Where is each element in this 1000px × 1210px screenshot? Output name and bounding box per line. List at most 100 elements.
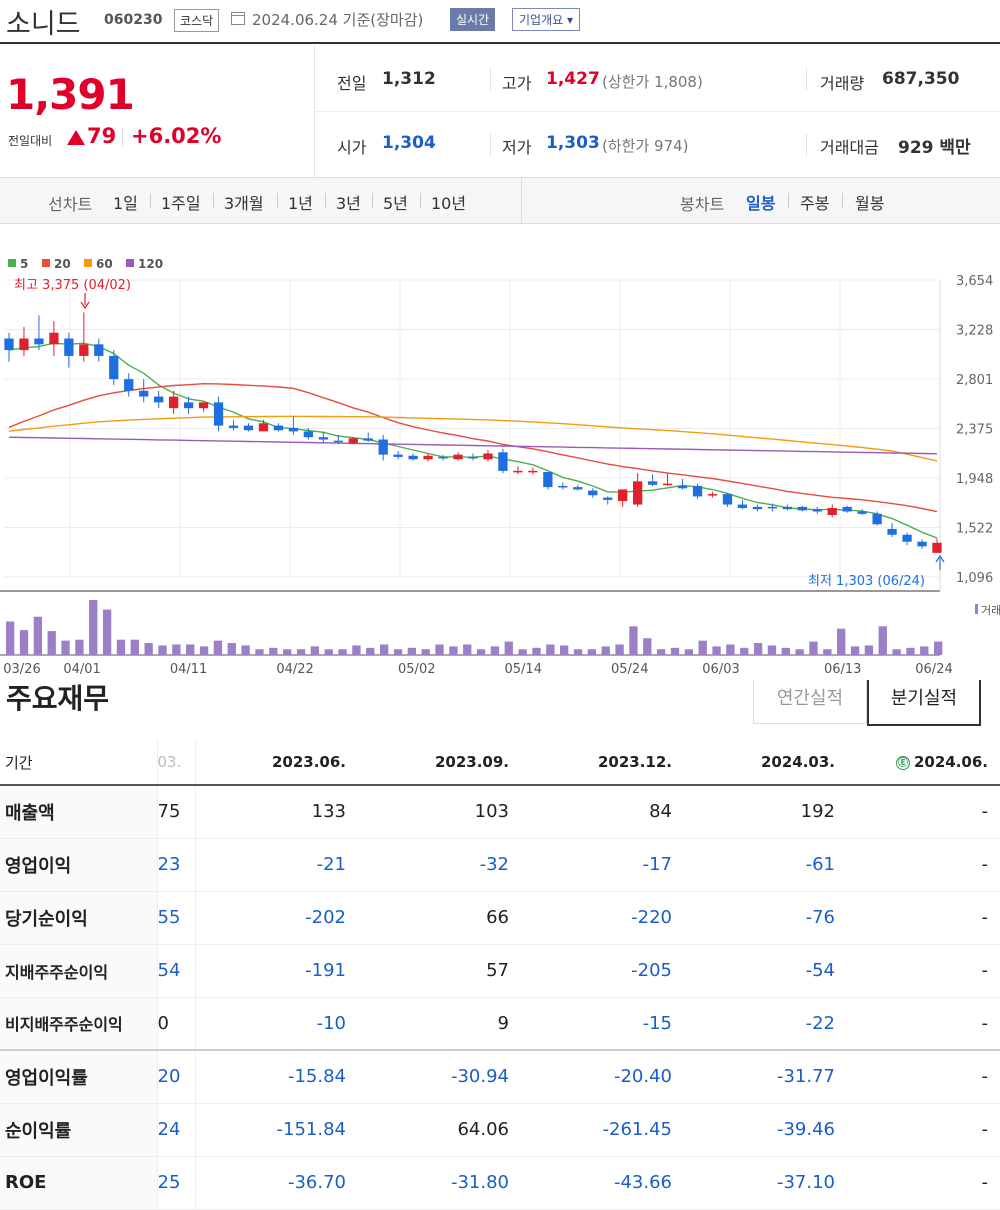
- table-cell: -191: [195, 944, 358, 998]
- divider: [842, 193, 843, 208]
- volume-bar: [352, 645, 361, 655]
- period-1w[interactable]: 1주일: [161, 194, 201, 213]
- volume-bar: [587, 649, 597, 655]
- candle-daily[interactable]: 일봉: [746, 194, 776, 213]
- candle-weekly[interactable]: 주봉: [800, 194, 830, 213]
- volume-bar: [89, 600, 98, 655]
- volume-bar: [504, 641, 513, 655]
- candle-body: [438, 456, 448, 459]
- candle-body: [303, 431, 313, 438]
- table-cell: -10: [195, 997, 358, 1051]
- period-1d[interactable]: 1일: [113, 194, 138, 213]
- table-cell: -20.40: [521, 1049, 684, 1104]
- divider: [806, 68, 807, 90]
- table-cell: -205: [521, 944, 684, 998]
- table-cell: 84: [521, 785, 684, 839]
- volume-bar: [116, 639, 126, 655]
- volume-bar: [781, 647, 790, 655]
- row-label: 비지배주주순이익: [0, 997, 158, 1051]
- candle-body: [34, 338, 44, 345]
- candle-body: [902, 534, 912, 542]
- tab-annual[interactable]: 연간실적: [753, 680, 867, 724]
- open-value: 1,304: [382, 133, 436, 153]
- estimate-icon: Ⓔ: [895, 756, 910, 770]
- volume-bar: [6, 621, 15, 655]
- x-tick-label: 05/02: [398, 662, 435, 677]
- volume-bar: [546, 644, 555, 655]
- legend-label: 5: [20, 257, 28, 271]
- row-label: 매출액: [0, 785, 158, 839]
- table-cell: 0: [157, 997, 196, 1051]
- candle-body: [692, 485, 703, 497]
- candle-body: [423, 455, 433, 460]
- change-rate: +6.02%: [131, 124, 222, 148]
- volume-bar: [310, 646, 320, 655]
- candle-body: [662, 483, 673, 486]
- period-3m[interactable]: 3개월: [224, 194, 264, 213]
- column-header: 2023.12.: [521, 740, 684, 786]
- table-cell: -36.70: [195, 1156, 358, 1210]
- divider: [277, 193, 278, 208]
- candle-body: [198, 402, 209, 409]
- table-cell: -: [847, 838, 1000, 892]
- legend-swatch: [42, 259, 50, 267]
- table-cell: 64.06: [358, 1103, 521, 1157]
- candle-body: [393, 454, 403, 457]
- candle-body: [243, 425, 254, 431]
- volume-bar: [47, 631, 56, 655]
- candle-body: [633, 481, 643, 505]
- volume-bar: [199, 646, 209, 655]
- prev-close-value: 1,312: [382, 69, 436, 89]
- divider: [150, 193, 151, 208]
- trade-amount-label: 거래대금: [820, 138, 879, 157]
- divider: [372, 193, 373, 208]
- current-price: 1,391: [6, 70, 135, 119]
- volume-bar: [407, 647, 416, 655]
- candle-body: [483, 453, 493, 460]
- line-chart-label: 선차트: [48, 195, 93, 214]
- volume-bar: [61, 640, 70, 655]
- candle-body: [228, 425, 239, 428]
- price-panel: 1,391 전일대비 79 +6.02% 전일 1,312 고가 1,427 (…: [0, 46, 1000, 178]
- triangle-up-icon: [67, 130, 85, 145]
- stock-chart[interactable]: 3,654 3,228 2,801 2,375 1,948 1,522 1,096 5 20 60…: [0, 250, 1000, 686]
- low-value: 1,303: [546, 133, 600, 153]
- volume-bar: [934, 641, 943, 655]
- divider: [122, 128, 123, 146]
- candle-body: [797, 506, 807, 511]
- candle-body: [543, 472, 553, 488]
- tab-quarterly[interactable]: 분기실적: [867, 680, 981, 726]
- table-cell: 54: [157, 944, 196, 998]
- column-header-estimate: Ⓔ 2024.06.: [847, 740, 1000, 786]
- divider: [490, 134, 491, 156]
- row-label: 영업이익: [0, 838, 158, 892]
- candle-body: [94, 344, 104, 356]
- period-5y[interactable]: 5년: [383, 194, 408, 213]
- company-overview-dropdown[interactable]: 기업개요 ▾: [512, 8, 580, 31]
- volume-bar: [255, 649, 264, 655]
- x-tick-label: 05/24: [611, 662, 648, 677]
- candle-body: [49, 332, 59, 345]
- period-3y[interactable]: 3년: [336, 194, 361, 213]
- volume-bar: [518, 649, 527, 655]
- volume-bar: [421, 649, 430, 655]
- divider: [213, 193, 214, 208]
- candle-monthly[interactable]: 월봉: [855, 194, 885, 213]
- period-10y[interactable]: 10년: [431, 194, 467, 213]
- candle-body: [677, 485, 688, 489]
- table-cell: 75: [157, 785, 196, 839]
- divider: [490, 68, 491, 90]
- volume-bar: [850, 646, 860, 655]
- high-label: 고가: [502, 74, 532, 93]
- table-cell: 66: [358, 891, 521, 945]
- candle-body: [139, 390, 149, 397]
- realtime-button[interactable]: 실시간: [450, 8, 496, 31]
- volume-bar: [435, 644, 444, 655]
- volume-bar: [158, 645, 167, 655]
- volume-bar: [102, 609, 112, 655]
- x-tick-label: 06/24: [915, 662, 952, 677]
- change-amount: 79: [87, 124, 117, 148]
- table-cell: 57: [358, 944, 521, 998]
- table-row: 순이익률 24 -151.84 64.06 -261.45 -39.46-: [0, 1103, 1000, 1157]
- period-1y[interactable]: 1년: [288, 194, 313, 213]
